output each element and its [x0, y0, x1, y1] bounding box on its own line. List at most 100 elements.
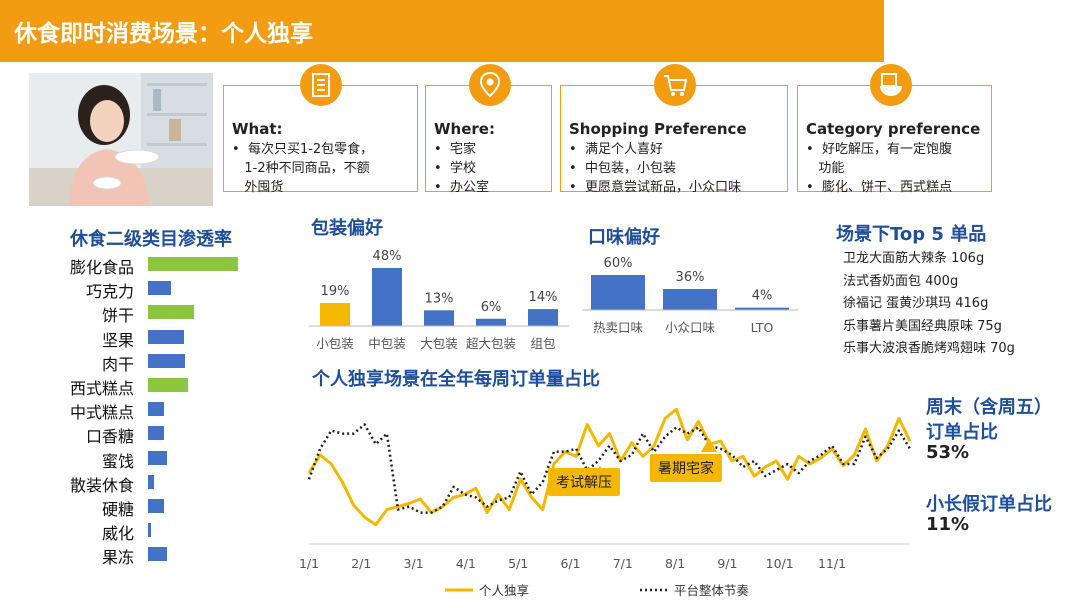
bar [476, 318, 506, 326]
flavor-title: 口味偏好 [588, 227, 660, 248]
card-title: Where: [434, 120, 495, 138]
category-label: 口香糖 [85, 427, 134, 447]
card-item: • 膨化、饼干、西式糕点 [806, 180, 952, 195]
top5-title: 场景下Top 5 单品 [836, 224, 987, 245]
card-list: • 满足个人喜好 • 中包装，小包装 • 更愿意尝试新品，小众口味 [569, 140, 741, 197]
title-bar: 休食即时消费场景：个人独享 [0, 0, 884, 62]
penetration-bar [148, 329, 184, 344]
x-tick-label: 2/1 [351, 556, 371, 571]
x-tick-label: 11/1 [818, 556, 846, 571]
x-tick-label: 1/1 [299, 556, 319, 571]
category-label: 大包装 [420, 336, 458, 351]
category-label: 肉干 [101, 354, 134, 374]
penetration-bar [148, 257, 238, 271]
category-label: 中式糕点 [69, 403, 134, 423]
category-label: 威化 [101, 524, 134, 544]
penetration-bar [148, 378, 188, 392]
category-label: 硬糖 [101, 500, 134, 519]
top5-item: 卫龙大面筋大辣条 106g [843, 251, 985, 266]
penetration-bar [148, 547, 167, 562]
card-item: • 每次只买1-2包零食， [232, 142, 374, 157]
bar [591, 275, 645, 310]
annotation-exam-stress: 考试解压 [548, 468, 620, 496]
penetration-bar [148, 523, 151, 538]
x-tick-label: 6/1 [560, 556, 580, 571]
category-label: 西式糕点 [69, 379, 134, 398]
weekend-value: 53% [926, 442, 970, 463]
penetration-bar [148, 474, 154, 489]
page-title: 休食即时消费场景：个人独享 [14, 21, 313, 47]
packaging-chart: 19% 小包装 48% 中包装 13% 大包装 6% 超大包装 14% 组包 [309, 249, 569, 351]
legend-label: 平台整体节奏 [674, 583, 750, 598]
top5-item: 乐事薯片美国经典原味 75g [843, 318, 1002, 334]
bar [320, 303, 350, 326]
bar-value-label: 19% [321, 284, 350, 299]
penetration-bar [148, 450, 167, 465]
personal-series-line [307, 407, 912, 527]
category-label: 热卖口味 [593, 320, 644, 335]
bar-value-label: 48% [373, 249, 402, 264]
x-tick-label: 10/1 [766, 556, 794, 571]
penetration-bar [148, 402, 164, 417]
penetration-bar [148, 305, 194, 320]
category-label: 巧克力 [85, 282, 134, 302]
holiday-value: 11% [926, 514, 970, 535]
legend-label: 个人独享 [479, 583, 529, 598]
category-label: 饼干 [101, 306, 134, 326]
card-title: Category preference [806, 120, 981, 138]
penetration-bar [148, 426, 164, 441]
bar [528, 309, 558, 326]
penetration-title: 休食二级类目渗透率 [70, 229, 232, 250]
food-bowl-icon [870, 64, 912, 106]
category-label: 坚果 [101, 330, 134, 350]
card-item: • 中包装，小包装 [569, 161, 676, 176]
woman-snacking-photo [29, 73, 213, 206]
category-label: 散装休食 [69, 475, 134, 495]
bar-value-label: 36% [676, 270, 705, 285]
weekly-line-chart: 1/1 2/1 3/1 4/1 5/1 6/1 7/1 8/1 9/1 10/1 11/1 个人独享 平… [299, 407, 912, 598]
x-tick-label: 9/1 [717, 556, 737, 571]
bar-value-label: 14% [529, 290, 558, 305]
bar-value-label: 13% [425, 291, 454, 306]
category-label: LTO [751, 320, 774, 335]
card-list: • 每次只买1-2包零食， 1-2种不同商品，不额 外囤货 [232, 140, 373, 197]
x-tick-label: 7/1 [613, 556, 633, 571]
card-item: • 宅家 [434, 142, 476, 157]
x-tick-label: 4/1 [456, 556, 476, 571]
card-title: What: [232, 120, 283, 138]
card-what: What: • 每次只买1-2包零食， 1-2种不同商品，不额 外囤货 [223, 64, 418, 195]
category-label: 果冻 [101, 548, 134, 568]
bar [372, 268, 402, 326]
penetration-chart [0, 0, 1, 1]
card-item: • 更愿意尝试新品，小众口味 [569, 180, 741, 195]
card-item: 外囤货 [244, 180, 284, 195]
weekend-label-2: 订单占比 [926, 422, 998, 443]
bar-value-label: 60% [604, 256, 633, 271]
annotation-summer-home: 暑期宅家 [650, 454, 722, 482]
category-label: 小包装 [316, 336, 354, 351]
bar-value-label: 4% [752, 289, 773, 304]
card-list: • 好吃解压，有一定饱腹 功能 • 膨化、饼干、西式糕点 [806, 140, 952, 197]
bar [735, 307, 789, 310]
category-label: 小众口味 [665, 320, 716, 335]
card-item: • 满足个人喜好 [569, 142, 663, 157]
weekly-title: 个人独享场景在全年每周订单量占比 [312, 369, 600, 390]
top5-item: 徐福记 蛋黄沙琪玛 416g [843, 296, 989, 311]
card-list: • 宅家 • 学校 • 办公室 [434, 140, 489, 197]
top5-list: 卫龙大面筋大辣条 106g 法式香奶面包 400g 徐福记 蛋黄沙琪玛 416g… [843, 248, 1015, 361]
x-tick-label: 8/1 [665, 556, 685, 571]
flavor-chart: 60% 热卖口味 36% 小众口味 4% LTO [582, 256, 798, 335]
location-pin-icon [469, 64, 511, 106]
category-label: 组包 [530, 336, 555, 351]
card-item: 功能 [818, 161, 845, 176]
penetration-bar [148, 281, 171, 296]
card-item: • 学校 [434, 161, 476, 176]
penetration-bar [148, 353, 185, 368]
weekend-label: 周末（含周五） [926, 397, 1052, 418]
top5-item: 乐事大波浪香脆烤鸡翅味 70g [843, 341, 1015, 356]
penetration-bar [148, 499, 164, 513]
card-where: Where: • 宅家 • 学校 • 办公室 [425, 64, 552, 195]
category-label: 蜜饯 [101, 451, 134, 471]
category-label: 膨化食品 [69, 258, 134, 277]
bar [663, 289, 717, 310]
